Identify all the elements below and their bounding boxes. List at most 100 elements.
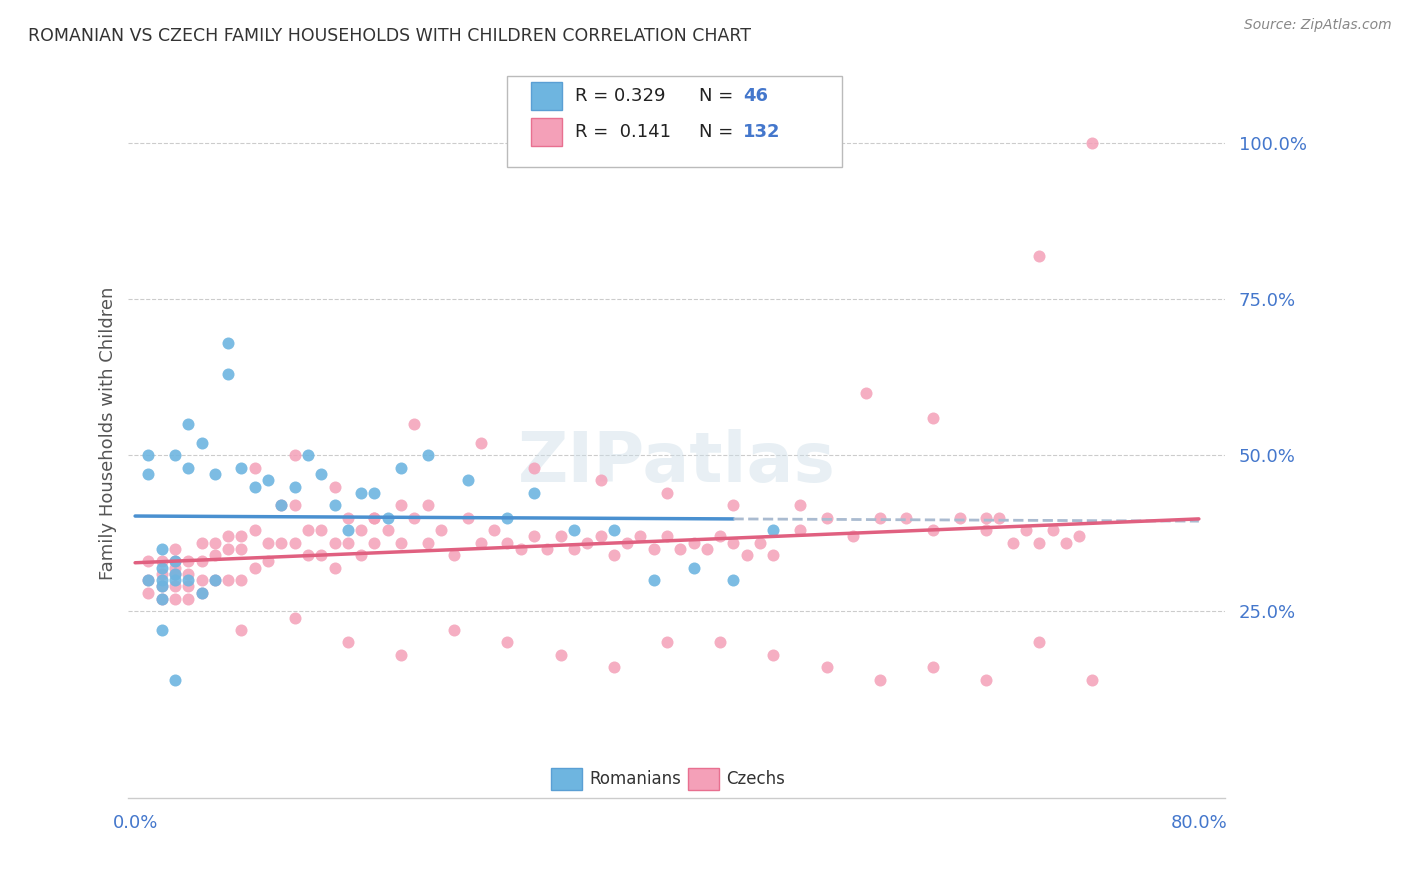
Point (1081, 673, 1104, 687)
Point (323, 498, 346, 512)
Point (735, 548, 758, 562)
Point (523, 485, 546, 500)
Point (404, 417, 426, 431)
Point (177, 579, 200, 593)
Point (217, 541, 239, 556)
Point (789, 498, 811, 512)
Point (655, 485, 678, 500)
Point (709, 529, 731, 543)
Text: R = 0.329: R = 0.329 (575, 87, 665, 105)
Point (509, 541, 531, 556)
Point (550, 529, 572, 543)
Point (311, 548, 333, 562)
Point (150, 541, 173, 556)
FancyBboxPatch shape (551, 768, 582, 789)
Point (284, 498, 307, 512)
Point (443, 623, 465, 637)
Point (270, 498, 292, 512)
Point (150, 579, 173, 593)
Point (204, 548, 226, 562)
Point (363, 485, 385, 500)
Point (138, 554, 160, 568)
Point (284, 535, 307, 549)
Point (655, 529, 678, 543)
Point (922, 410, 945, 425)
Point (177, 573, 200, 587)
FancyBboxPatch shape (688, 768, 718, 789)
Point (1028, 635, 1050, 649)
Point (603, 523, 626, 537)
Point (231, 541, 253, 556)
Point (231, 623, 253, 637)
Point (150, 579, 173, 593)
Point (323, 535, 346, 549)
FancyBboxPatch shape (508, 76, 842, 167)
Point (163, 673, 186, 687)
Point (163, 591, 186, 606)
Point (217, 529, 239, 543)
Point (762, 523, 785, 537)
Point (616, 535, 638, 549)
Point (523, 529, 546, 543)
Point (243, 460, 266, 475)
Point (1028, 249, 1050, 263)
Point (536, 541, 558, 556)
Point (669, 541, 692, 556)
Point (523, 460, 546, 475)
Point (922, 523, 945, 537)
Point (496, 535, 519, 549)
Point (204, 467, 226, 481)
Point (922, 660, 945, 674)
Point (815, 510, 838, 524)
Point (589, 529, 612, 543)
Point (643, 573, 665, 587)
Point (163, 554, 186, 568)
Text: 132: 132 (742, 123, 780, 141)
Point (749, 535, 772, 549)
Point (363, 510, 385, 524)
Point (723, 573, 745, 587)
Point (896, 510, 918, 524)
Point (1028, 535, 1050, 549)
FancyBboxPatch shape (531, 82, 562, 110)
Point (297, 548, 319, 562)
Point (643, 541, 665, 556)
Point (1069, 529, 1091, 543)
Point (163, 560, 186, 574)
Point (496, 635, 519, 649)
Point (789, 523, 811, 537)
Point (163, 573, 186, 587)
Point (1015, 523, 1038, 537)
Point (150, 623, 173, 637)
Point (974, 510, 997, 524)
Text: ZIPatlas: ZIPatlas (517, 429, 837, 496)
Point (163, 566, 186, 581)
Point (655, 635, 678, 649)
Point (988, 510, 1011, 524)
Point (457, 510, 479, 524)
Point (150, 566, 173, 581)
Point (270, 498, 292, 512)
Text: ROMANIAN VS CZECH FAMILY HOUSEHOLDS WITH CHILDREN CORRELATION CHART: ROMANIAN VS CZECH FAMILY HOUSEHOLDS WITH… (28, 27, 751, 45)
Point (457, 473, 479, 487)
Point (377, 523, 399, 537)
Point (231, 460, 253, 475)
Point (869, 510, 891, 524)
Point (163, 541, 186, 556)
Point (363, 510, 385, 524)
Point (974, 523, 997, 537)
Point (470, 435, 492, 450)
Point (974, 673, 997, 687)
Point (138, 467, 160, 481)
Point (163, 566, 186, 581)
Point (1042, 523, 1064, 537)
Point (762, 648, 785, 662)
Point (1054, 535, 1077, 549)
Point (603, 660, 626, 674)
Point (389, 535, 412, 549)
Point (150, 591, 173, 606)
Point (297, 448, 319, 462)
Point (270, 535, 292, 549)
Point (1001, 535, 1024, 549)
Point (603, 548, 626, 562)
